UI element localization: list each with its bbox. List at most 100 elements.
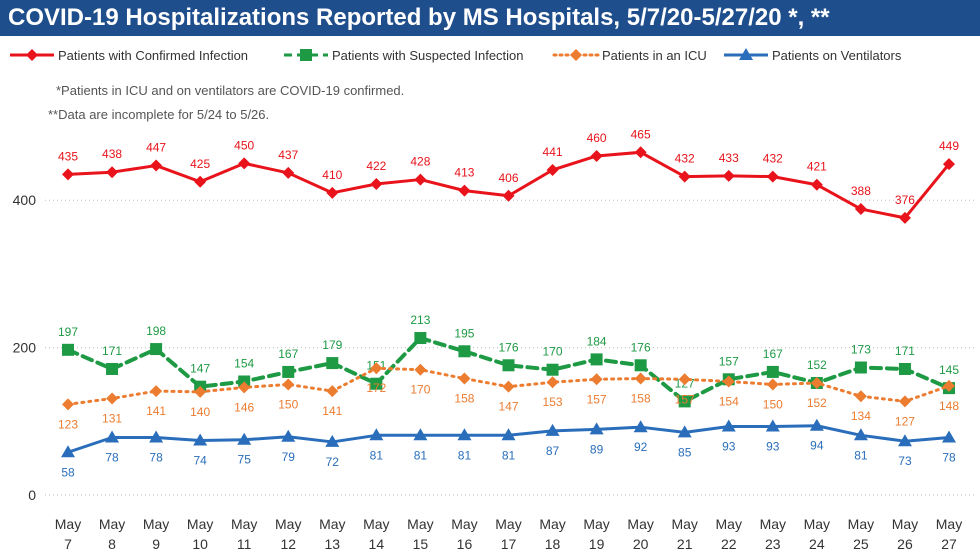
series-2-point-18	[854, 390, 867, 403]
legend-item-confirmed[interactable]: Patients with Confirmed Infection	[8, 40, 278, 70]
series-0-point-17	[810, 178, 823, 191]
series-3-label-3: 74	[193, 453, 207, 467]
series-3-label-13: 92	[634, 440, 648, 454]
series-1-label-4: 154	[234, 357, 254, 371]
x-tick-label-day-0: 7	[64, 536, 72, 552]
series-0-point-20	[943, 158, 955, 171]
series-2-point-14	[678, 373, 691, 386]
legend-item-suspected[interactable]: Patients with Suspected Infection	[282, 40, 552, 70]
series-0-label-4: 450	[234, 138, 254, 152]
series-1-label-18: 173	[851, 342, 871, 356]
series-0-label-1: 438	[102, 147, 122, 161]
footnote-icu-ventilators: *Patients in ICU and on ventilators are …	[56, 83, 405, 98]
series-0-point-14	[678, 170, 691, 183]
x-tick-label-month-7: May	[363, 516, 389, 532]
series-2-label-0: 123	[58, 417, 78, 431]
series-3-point-1	[105, 430, 120, 443]
series-2-point-1	[106, 392, 119, 405]
x-tick-label-day-2: 9	[152, 536, 160, 552]
series-0-label-18: 388	[851, 184, 871, 198]
series-0-point-15	[722, 169, 735, 182]
series-1-label-6: 179	[322, 338, 342, 352]
series-3-point-18	[853, 428, 868, 441]
series-1-label-11: 170	[543, 345, 563, 359]
x-tick-label-day-15: 22	[721, 536, 737, 552]
series-1-point-11	[546, 363, 559, 376]
x-tick-label-month-10: May	[495, 516, 521, 532]
series-1-label-8: 213	[410, 313, 430, 327]
footnote-incomplete-data: **Data are incomplete for 5/24 to 5/26.	[48, 107, 270, 122]
series-3-point-13	[633, 420, 648, 433]
series-1-point-7	[370, 377, 383, 390]
x-tick-label-day-16: 23	[765, 536, 781, 552]
series-3-point-15	[721, 419, 736, 432]
x-tick-label-day-17: 24	[809, 536, 825, 552]
series-2-label-1: 131	[102, 411, 122, 425]
series-0-label-12: 460	[587, 131, 607, 145]
series-3-point-16	[765, 419, 780, 432]
series-3-point-10	[501, 428, 516, 441]
legend-label-suspected: Patients with Suspected Infection	[332, 48, 524, 63]
series-1-label-9: 195	[454, 326, 474, 340]
series-1-label-20: 145	[939, 363, 959, 377]
series-2-label-19: 127	[895, 414, 915, 428]
series-2-label-12: 157	[587, 392, 607, 406]
series-2-label-17: 152	[807, 396, 827, 410]
x-tick-label-day-18: 25	[853, 536, 869, 552]
series-2-point-13	[634, 372, 647, 385]
series-3-label-15: 93	[722, 439, 736, 453]
x-tick-label-day-14: 21	[677, 536, 693, 552]
series-3-label-8: 81	[414, 448, 428, 462]
legend-item-ventilators[interactable]: Patients on Ventilators	[722, 40, 932, 70]
series-2-point-6	[326, 385, 339, 398]
series-0-label-2: 447	[146, 141, 166, 155]
series-0-point-1	[106, 166, 119, 179]
x-tick-label-month-18: May	[848, 516, 874, 532]
series-3-point-5	[281, 429, 296, 442]
x-tick-label-month-4: May	[231, 516, 257, 532]
series-0-label-9: 413	[454, 166, 474, 180]
series-2-point-11	[546, 376, 559, 389]
series-0-label-14: 432	[675, 152, 695, 166]
series-0-label-20: 449	[939, 139, 959, 153]
legend-swatch-suspected	[284, 49, 328, 61]
x-tick-label-month-15: May	[716, 516, 742, 532]
series-0-label-17: 421	[807, 160, 827, 174]
series-3-label-5: 79	[282, 450, 296, 464]
series-0-label-19: 376	[895, 193, 915, 207]
series-1-label-13: 176	[631, 340, 651, 354]
x-tick-label-month-6: May	[319, 516, 345, 532]
x-tick-label-day-1: 8	[108, 536, 116, 552]
x-tick-label-day-8: 15	[413, 536, 429, 552]
series-line-1	[66, 336, 951, 404]
series-3-label-10: 81	[502, 448, 516, 462]
series-3-label-14: 85	[678, 445, 692, 459]
series-0-label-5: 437	[278, 148, 298, 162]
x-tick-label-month-1: May	[99, 516, 125, 532]
series-2-point-7	[370, 362, 383, 375]
series-0-point-19	[898, 211, 911, 224]
series-3-point-12	[589, 422, 604, 435]
series-2-label-16: 150	[763, 397, 783, 411]
y-tick-label-0: 0	[28, 487, 36, 503]
series-0-point-9	[458, 184, 471, 197]
series-3-label-4: 75	[238, 453, 252, 467]
series-2-label-2: 141	[146, 404, 166, 418]
series-2-point-16	[766, 378, 779, 391]
series-2-point-20	[943, 379, 955, 392]
series-0-point-13	[634, 146, 647, 159]
series-2-point-12	[590, 373, 603, 386]
series-3-point-6	[325, 434, 340, 447]
series-1-point-5	[282, 365, 295, 378]
chart-title: COVID-19 Hospitalizations Reported by MS…	[8, 4, 830, 31]
series-1-point-10	[502, 359, 515, 372]
x-tick-label-month-5: May	[275, 516, 301, 532]
x-tick-label-month-17: May	[804, 516, 830, 532]
legend-item-icu[interactable]: Patients in an ICU	[552, 40, 722, 70]
series-3-label-6: 72	[326, 455, 340, 469]
series-0-point-7	[370, 177, 383, 190]
series-2-point-0	[62, 398, 74, 411]
series-2-point-17	[810, 376, 823, 389]
x-tick-label-month-13: May	[627, 516, 653, 532]
series-3-label-16: 93	[766, 439, 780, 453]
